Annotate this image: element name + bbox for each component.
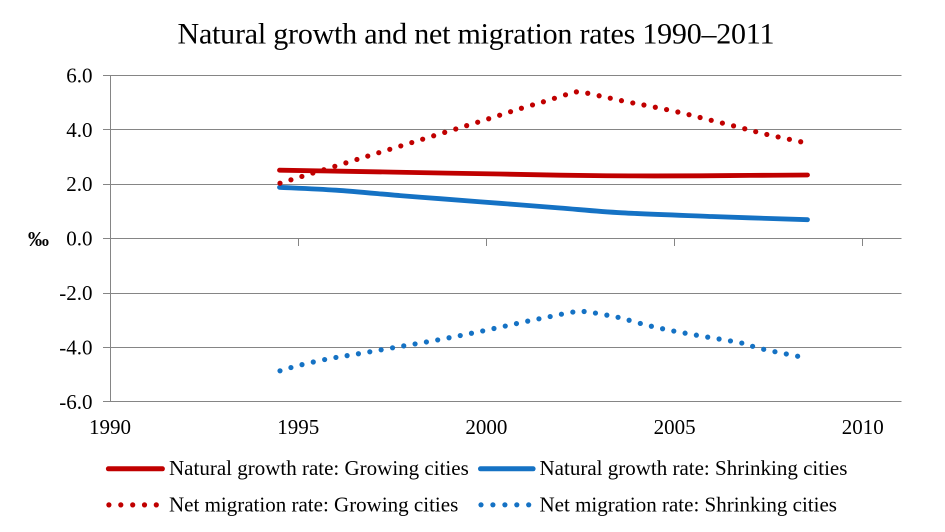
svg-text:2000: 2000: [465, 415, 507, 439]
svg-text:Net migration rate: Shrinking: Net migration rate: Shrinking cities: [540, 492, 837, 516]
svg-text:6.0: 6.0: [66, 63, 92, 87]
svg-text:2005: 2005: [654, 415, 696, 439]
svg-text:-4.0: -4.0: [59, 335, 92, 359]
svg-text:Natural growth and net migrati: Natural growth and net migration rates 1…: [178, 18, 775, 51]
svg-text:‰: ‰: [28, 227, 49, 251]
svg-text:1995: 1995: [277, 415, 319, 439]
svg-text:2.0: 2.0: [66, 172, 92, 196]
svg-text:Natural growth rate: Shrinking: Natural growth rate: Shrinking cities: [540, 456, 848, 480]
svg-text:Net migration rate: Growing ci: Net migration rate: Growing cities: [169, 492, 458, 516]
svg-text:2010: 2010: [842, 415, 884, 439]
svg-text:0.0: 0.0: [66, 227, 92, 251]
svg-text:-6.0: -6.0: [59, 390, 92, 414]
svg-text:Natural growth rate: Growing c: Natural growth rate: Growing cities: [169, 456, 469, 480]
svg-text:1990: 1990: [89, 415, 131, 439]
svg-text:4.0: 4.0: [66, 118, 92, 142]
svg-text:-2.0: -2.0: [59, 281, 92, 305]
